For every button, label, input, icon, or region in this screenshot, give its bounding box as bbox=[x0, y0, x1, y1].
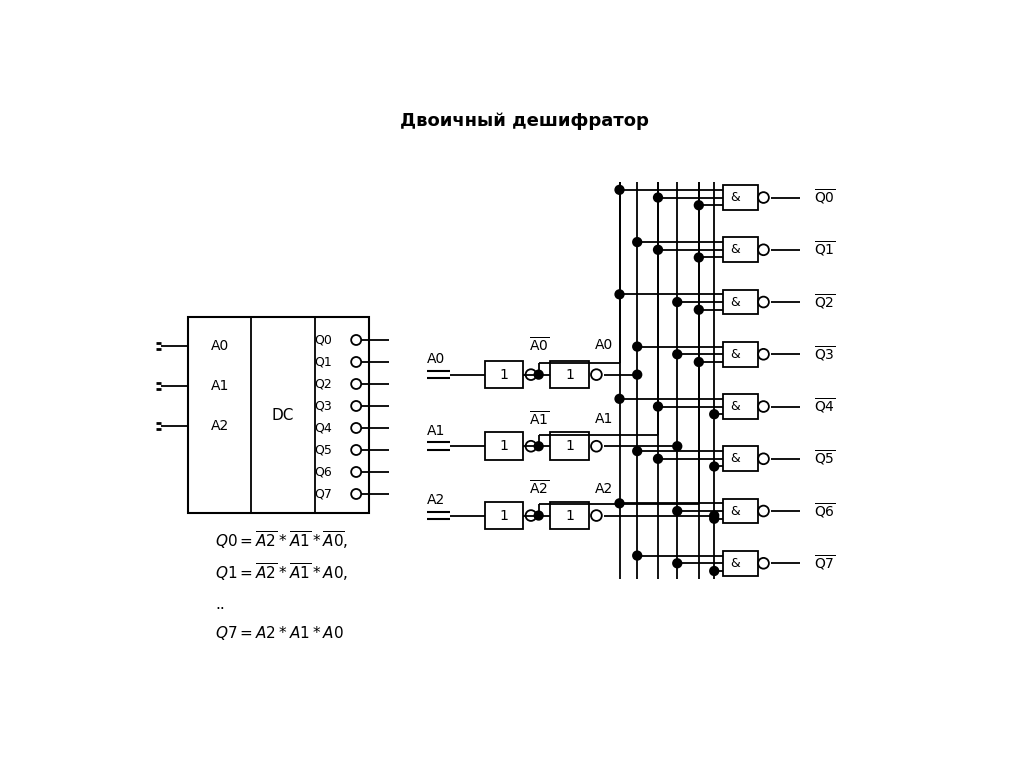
Text: A2: A2 bbox=[427, 493, 445, 507]
Circle shape bbox=[673, 507, 682, 515]
Text: &: & bbox=[730, 557, 740, 570]
Text: $\overline{\mathrm{Q1}}$: $\overline{\mathrm{Q1}}$ bbox=[814, 240, 836, 259]
Circle shape bbox=[653, 403, 663, 411]
Bar bbox=[724, 551, 758, 575]
Circle shape bbox=[694, 357, 703, 366]
Text: Q5: Q5 bbox=[314, 443, 332, 456]
Bar bbox=[724, 238, 758, 262]
Circle shape bbox=[673, 559, 682, 568]
Bar bbox=[484, 360, 523, 389]
Bar bbox=[484, 433, 523, 460]
Text: $\overline{\mathrm{Q4}}$: $\overline{\mathrm{Q4}}$ bbox=[814, 397, 836, 416]
Circle shape bbox=[535, 370, 543, 379]
Text: ..: .. bbox=[215, 597, 225, 612]
Text: &: & bbox=[730, 243, 740, 256]
Text: A0: A0 bbox=[427, 352, 445, 366]
Bar bbox=[724, 185, 758, 210]
Text: &: & bbox=[730, 191, 740, 204]
Text: A1: A1 bbox=[595, 413, 613, 426]
Bar bbox=[724, 446, 758, 471]
Text: A2: A2 bbox=[211, 420, 229, 433]
Circle shape bbox=[615, 186, 624, 194]
Text: Q4: Q4 bbox=[314, 422, 332, 434]
Circle shape bbox=[653, 193, 663, 202]
Text: DC: DC bbox=[271, 407, 294, 423]
Text: &: & bbox=[730, 347, 740, 360]
Text: Q7: Q7 bbox=[314, 488, 332, 501]
Circle shape bbox=[673, 350, 682, 358]
Text: &: & bbox=[730, 505, 740, 518]
Bar bbox=[550, 502, 589, 529]
Text: $\overline{\mathrm{A1}}$: $\overline{\mathrm{A1}}$ bbox=[528, 410, 549, 429]
Text: Q0: Q0 bbox=[314, 334, 332, 347]
Bar bbox=[724, 342, 758, 367]
Text: A1: A1 bbox=[427, 424, 445, 438]
Text: Q6: Q6 bbox=[314, 466, 332, 479]
Text: Q1: Q1 bbox=[314, 355, 332, 368]
Text: $Q0 = \overline{A2} * \overline{A1} * \overline{A0},$: $Q0 = \overline{A2} * \overline{A1} * \o… bbox=[215, 529, 348, 551]
Text: 1: 1 bbox=[500, 439, 509, 453]
Circle shape bbox=[633, 238, 641, 246]
Text: $\overline{\mathrm{Q2}}$: $\overline{\mathrm{Q2}}$ bbox=[814, 292, 836, 311]
Circle shape bbox=[694, 201, 703, 209]
Text: Двоичный дешифратор: Двоичный дешифратор bbox=[400, 111, 649, 130]
Bar bbox=[484, 502, 523, 529]
Text: $\overline{\mathrm{Q7}}$: $\overline{\mathrm{Q7}}$ bbox=[814, 554, 836, 573]
Circle shape bbox=[615, 499, 624, 508]
Text: $Q7 = A2 * A1 * A0$: $Q7 = A2 * A1 * A0$ bbox=[215, 624, 344, 641]
Text: $\overline{\mathrm{Q0}}$: $\overline{\mathrm{Q0}}$ bbox=[814, 188, 836, 207]
Text: &: & bbox=[730, 400, 740, 413]
Text: A1: A1 bbox=[211, 379, 229, 393]
Circle shape bbox=[694, 253, 703, 262]
Bar bbox=[188, 317, 370, 513]
Circle shape bbox=[633, 447, 641, 456]
Circle shape bbox=[673, 442, 682, 450]
Text: 1: 1 bbox=[500, 509, 509, 522]
Text: 1: 1 bbox=[565, 367, 573, 382]
Bar bbox=[550, 433, 589, 460]
Text: $\overline{\mathrm{A2}}$: $\overline{\mathrm{A2}}$ bbox=[528, 479, 549, 498]
Text: &: & bbox=[730, 295, 740, 308]
Text: $\overline{\mathrm{A0}}$: $\overline{\mathrm{A0}}$ bbox=[528, 336, 549, 354]
Bar bbox=[724, 499, 758, 523]
Bar bbox=[550, 360, 589, 389]
Circle shape bbox=[710, 512, 719, 520]
Circle shape bbox=[653, 245, 663, 254]
Text: &: & bbox=[730, 453, 740, 466]
Circle shape bbox=[710, 463, 719, 471]
Text: $\overline{\mathrm{Q3}}$: $\overline{\mathrm{Q3}}$ bbox=[814, 344, 836, 364]
Text: $\overline{\mathrm{Q6}}$: $\overline{\mathrm{Q6}}$ bbox=[814, 502, 836, 521]
Circle shape bbox=[653, 455, 663, 463]
Text: Q2: Q2 bbox=[314, 377, 332, 390]
Text: $Q1 = \overline{A2} * \overline{A1} * A0,$: $Q1 = \overline{A2} * \overline{A1} * A0… bbox=[215, 561, 348, 584]
Circle shape bbox=[615, 394, 624, 403]
Text: 1: 1 bbox=[500, 367, 509, 382]
Circle shape bbox=[633, 551, 641, 560]
Circle shape bbox=[710, 410, 719, 419]
Bar bbox=[724, 290, 758, 314]
Text: A0: A0 bbox=[211, 339, 229, 353]
Text: A2: A2 bbox=[595, 482, 613, 495]
Bar bbox=[724, 394, 758, 419]
Circle shape bbox=[710, 515, 719, 523]
Circle shape bbox=[710, 567, 719, 575]
Circle shape bbox=[673, 298, 682, 306]
Text: A0: A0 bbox=[595, 338, 613, 352]
Text: 1: 1 bbox=[565, 509, 573, 522]
Text: Q3: Q3 bbox=[314, 400, 332, 413]
Circle shape bbox=[633, 370, 641, 379]
Circle shape bbox=[633, 342, 641, 351]
Circle shape bbox=[615, 290, 624, 298]
Text: $\overline{\mathrm{Q5}}$: $\overline{\mathrm{Q5}}$ bbox=[814, 449, 836, 469]
Circle shape bbox=[694, 305, 703, 314]
Circle shape bbox=[535, 442, 543, 450]
Circle shape bbox=[535, 512, 543, 520]
Text: 1: 1 bbox=[565, 439, 573, 453]
